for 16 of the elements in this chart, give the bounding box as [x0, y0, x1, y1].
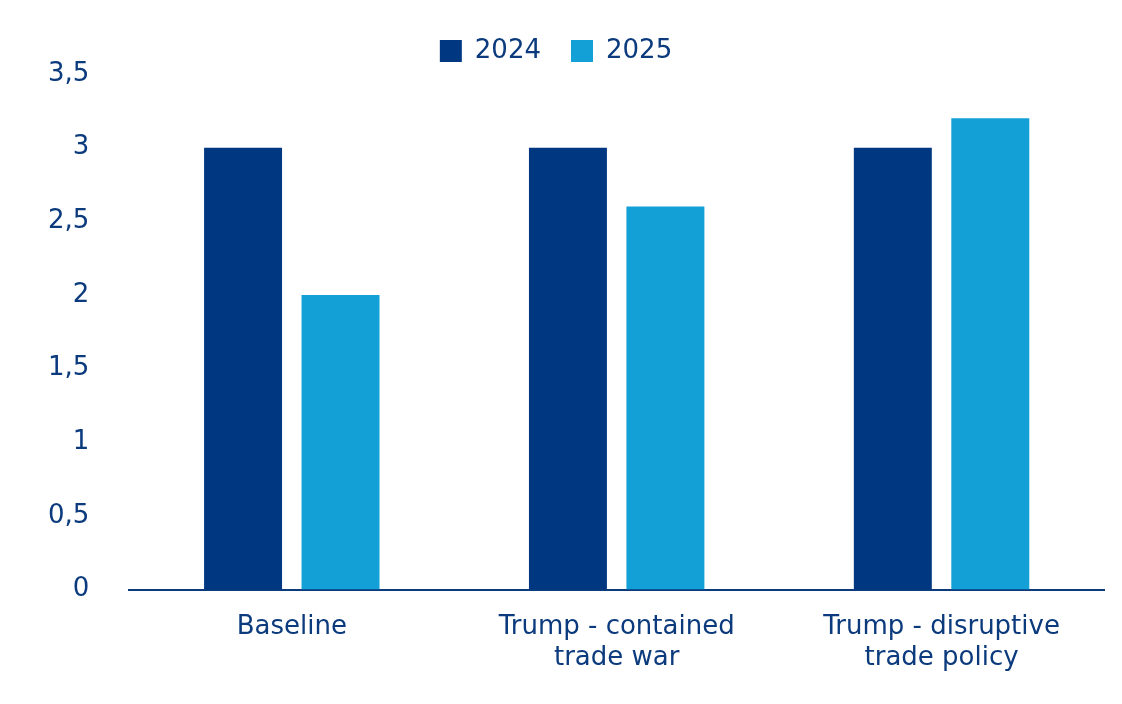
y-tick-label: 0,5 [47, 498, 90, 529]
y-tick-label: 0 [72, 572, 90, 603]
y-tick-label: 3 [72, 130, 90, 161]
bar [626, 206, 705, 590]
y-tick-label: 2,5 [47, 204, 90, 235]
x-tick-label: Trump - contained trade war [497, 609, 735, 672]
y-tick-label: 3,5 [47, 56, 90, 87]
x-tick-label: Baseline [236, 609, 347, 640]
legend-label: 2024 [474, 33, 541, 64]
y-tick-label: 2 [72, 277, 90, 308]
legend-label: 2025 [606, 33, 673, 64]
y-tick-label: 1,5 [47, 351, 90, 382]
y-tick-label: 1 [72, 425, 90, 456]
x-tick-label: Trump - disruptive trade policy [822, 609, 1060, 672]
bar [301, 294, 380, 590]
bar [951, 118, 1030, 590]
